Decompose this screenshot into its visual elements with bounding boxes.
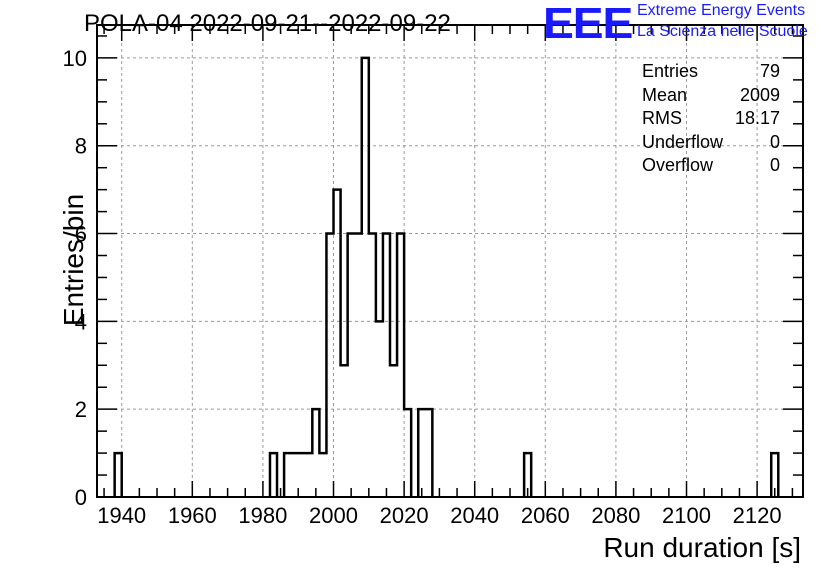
- histogram-bin: [397, 234, 404, 497]
- x-axis-label: Run duration [s]: [603, 532, 801, 563]
- histogram-bin: [270, 453, 277, 497]
- histogram-bin: [312, 409, 319, 497]
- histogram-bin: [390, 365, 397, 497]
- stat-row-rms: RMS 18.17: [642, 107, 780, 131]
- stat-row-entries: Entries 79: [642, 60, 780, 84]
- stat-label: RMS: [642, 108, 682, 128]
- x-tick-label: 2100: [662, 503, 711, 528]
- x-tick-label: 2020: [380, 503, 429, 528]
- stat-value: 0: [769, 155, 780, 175]
- stat-value: 18.17: [734, 108, 780, 128]
- histogram-bin: [348, 234, 355, 497]
- histogram-bin: [284, 453, 291, 497]
- histogram-bin: [305, 453, 312, 497]
- histogram-bin: [376, 321, 383, 497]
- stats-box: Entries 79 Mean 2009 RMS 18.17 Underflow…: [642, 60, 780, 178]
- x-tick-label: 1980: [238, 503, 287, 528]
- histogram-bin: [369, 234, 376, 497]
- logo-text-line1: Extreme Energy Events: [637, 2, 806, 19]
- stat-label: Overflow: [642, 155, 714, 175]
- histogram-bin: [291, 453, 298, 497]
- stat-value: 2009: [739, 84, 780, 105]
- x-tick-label: 1960: [168, 503, 217, 528]
- histogram-bin: [115, 453, 122, 497]
- histogram-bin: [383, 234, 390, 497]
- logo-text-line2: La Scienza nelle Scuole: [637, 23, 808, 40]
- histogram-bin: [341, 365, 348, 497]
- histogram-bin: [404, 409, 411, 497]
- histogram-bin: [319, 453, 326, 497]
- y-tick-label: 10: [63, 46, 87, 71]
- histogram-bin: [425, 409, 432, 497]
- x-tick-label: 2000: [309, 503, 358, 528]
- y-tick-label: 4: [75, 309, 87, 334]
- histogram-bin: [524, 453, 531, 497]
- y-tick-label: 0: [75, 485, 87, 510]
- stat-row-underflow: Underflow 0: [642, 131, 780, 155]
- stat-value: 79: [759, 61, 780, 81]
- histogram-bin: [298, 453, 305, 497]
- x-tick-label: 2040: [450, 503, 499, 528]
- stat-row-mean: Mean 2009: [642, 84, 780, 108]
- y-tick-label: 8: [75, 134, 87, 159]
- histogram-bin: [362, 58, 369, 497]
- histogram-outline: [113, 56, 780, 497]
- x-tick-label: 1940: [97, 503, 146, 528]
- y-tick-label: 2: [75, 397, 87, 422]
- histogram-bin: [771, 453, 778, 497]
- stat-label: Underflow: [642, 131, 724, 152]
- histogram-bin: [355, 234, 362, 497]
- histogram-bin: [334, 190, 341, 497]
- histogram-bin: [326, 234, 333, 497]
- histogram-bin: [418, 409, 425, 497]
- stat-label: Entries: [642, 61, 699, 81]
- plot-frame: [96, 24, 804, 498]
- stat-value: 0: [769, 131, 780, 152]
- stat-row-overflow: Overflow 0: [642, 154, 780, 178]
- y-tick-label: 6: [75, 222, 87, 247]
- y-axis-label: Entries/bin: [58, 193, 90, 327]
- chart-title: POLA-04 2022-09-21--2022-09-22: [84, 10, 451, 37]
- x-tick-label: 2080: [591, 503, 640, 528]
- x-tick-label: 2120: [733, 503, 782, 528]
- stat-label: Mean: [642, 84, 688, 105]
- eee-logo: EEE: [543, 0, 633, 48]
- x-tick-label: 2060: [521, 503, 570, 528]
